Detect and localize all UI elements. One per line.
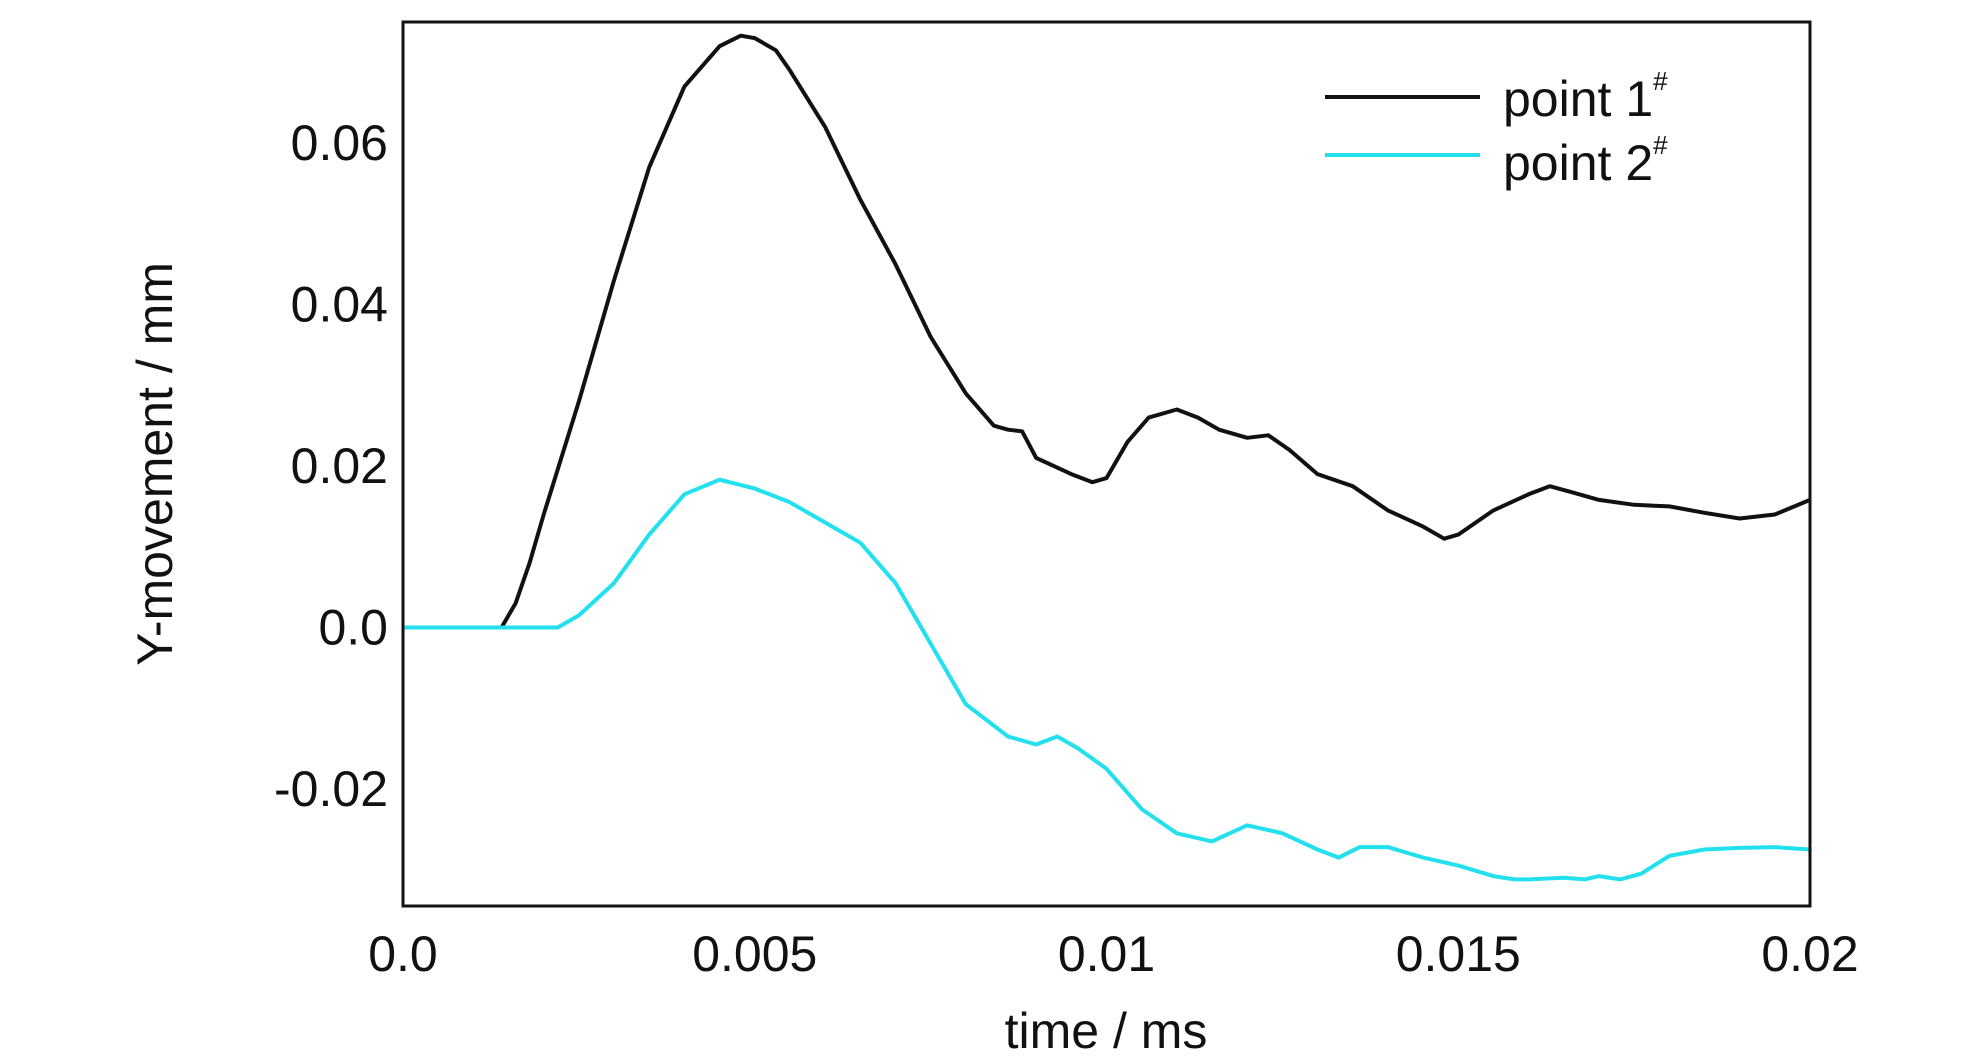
plot-frame	[401, 20, 1812, 908]
legend-label-point-2: point 2#	[1503, 130, 1668, 191]
series-line-point-2	[403, 477, 1811, 882]
x-tick-label: 0.02	[1761, 926, 1858, 982]
x-tick-label: 0.015	[1396, 926, 1521, 982]
legend-label-point-1: point 1#	[1503, 66, 1668, 127]
x-tick-label: 0.01	[1058, 926, 1155, 982]
series-line-point-1	[403, 33, 1811, 630]
y-tick-label: 0.02	[291, 438, 388, 494]
legend-sup-point-1: #	[1653, 66, 1668, 96]
y-tick-label: -0.02	[274, 761, 388, 817]
x-axis-ticks: 0.0 0.005 0.01 0.015 0.02	[368, 926, 1858, 982]
y-axis-ticks: -0.02 0.0 0.02 0.04 0.06	[274, 115, 388, 817]
x-tick-label: 0.005	[692, 926, 817, 982]
y-tick-label: 0.04	[291, 277, 388, 333]
x-axis-label: time / ms	[1005, 1003, 1208, 1059]
x-tick-label: 0.0	[368, 926, 438, 982]
legend: point 1# point 2#	[1325, 66, 1668, 191]
y-axis-label: Y-movement / mm	[127, 262, 183, 666]
plot-area	[403, 33, 1811, 882]
y-tick-label: 0.0	[318, 599, 388, 655]
y-tick-label: 0.06	[291, 115, 388, 171]
legend-sup-point-2: #	[1653, 130, 1668, 160]
